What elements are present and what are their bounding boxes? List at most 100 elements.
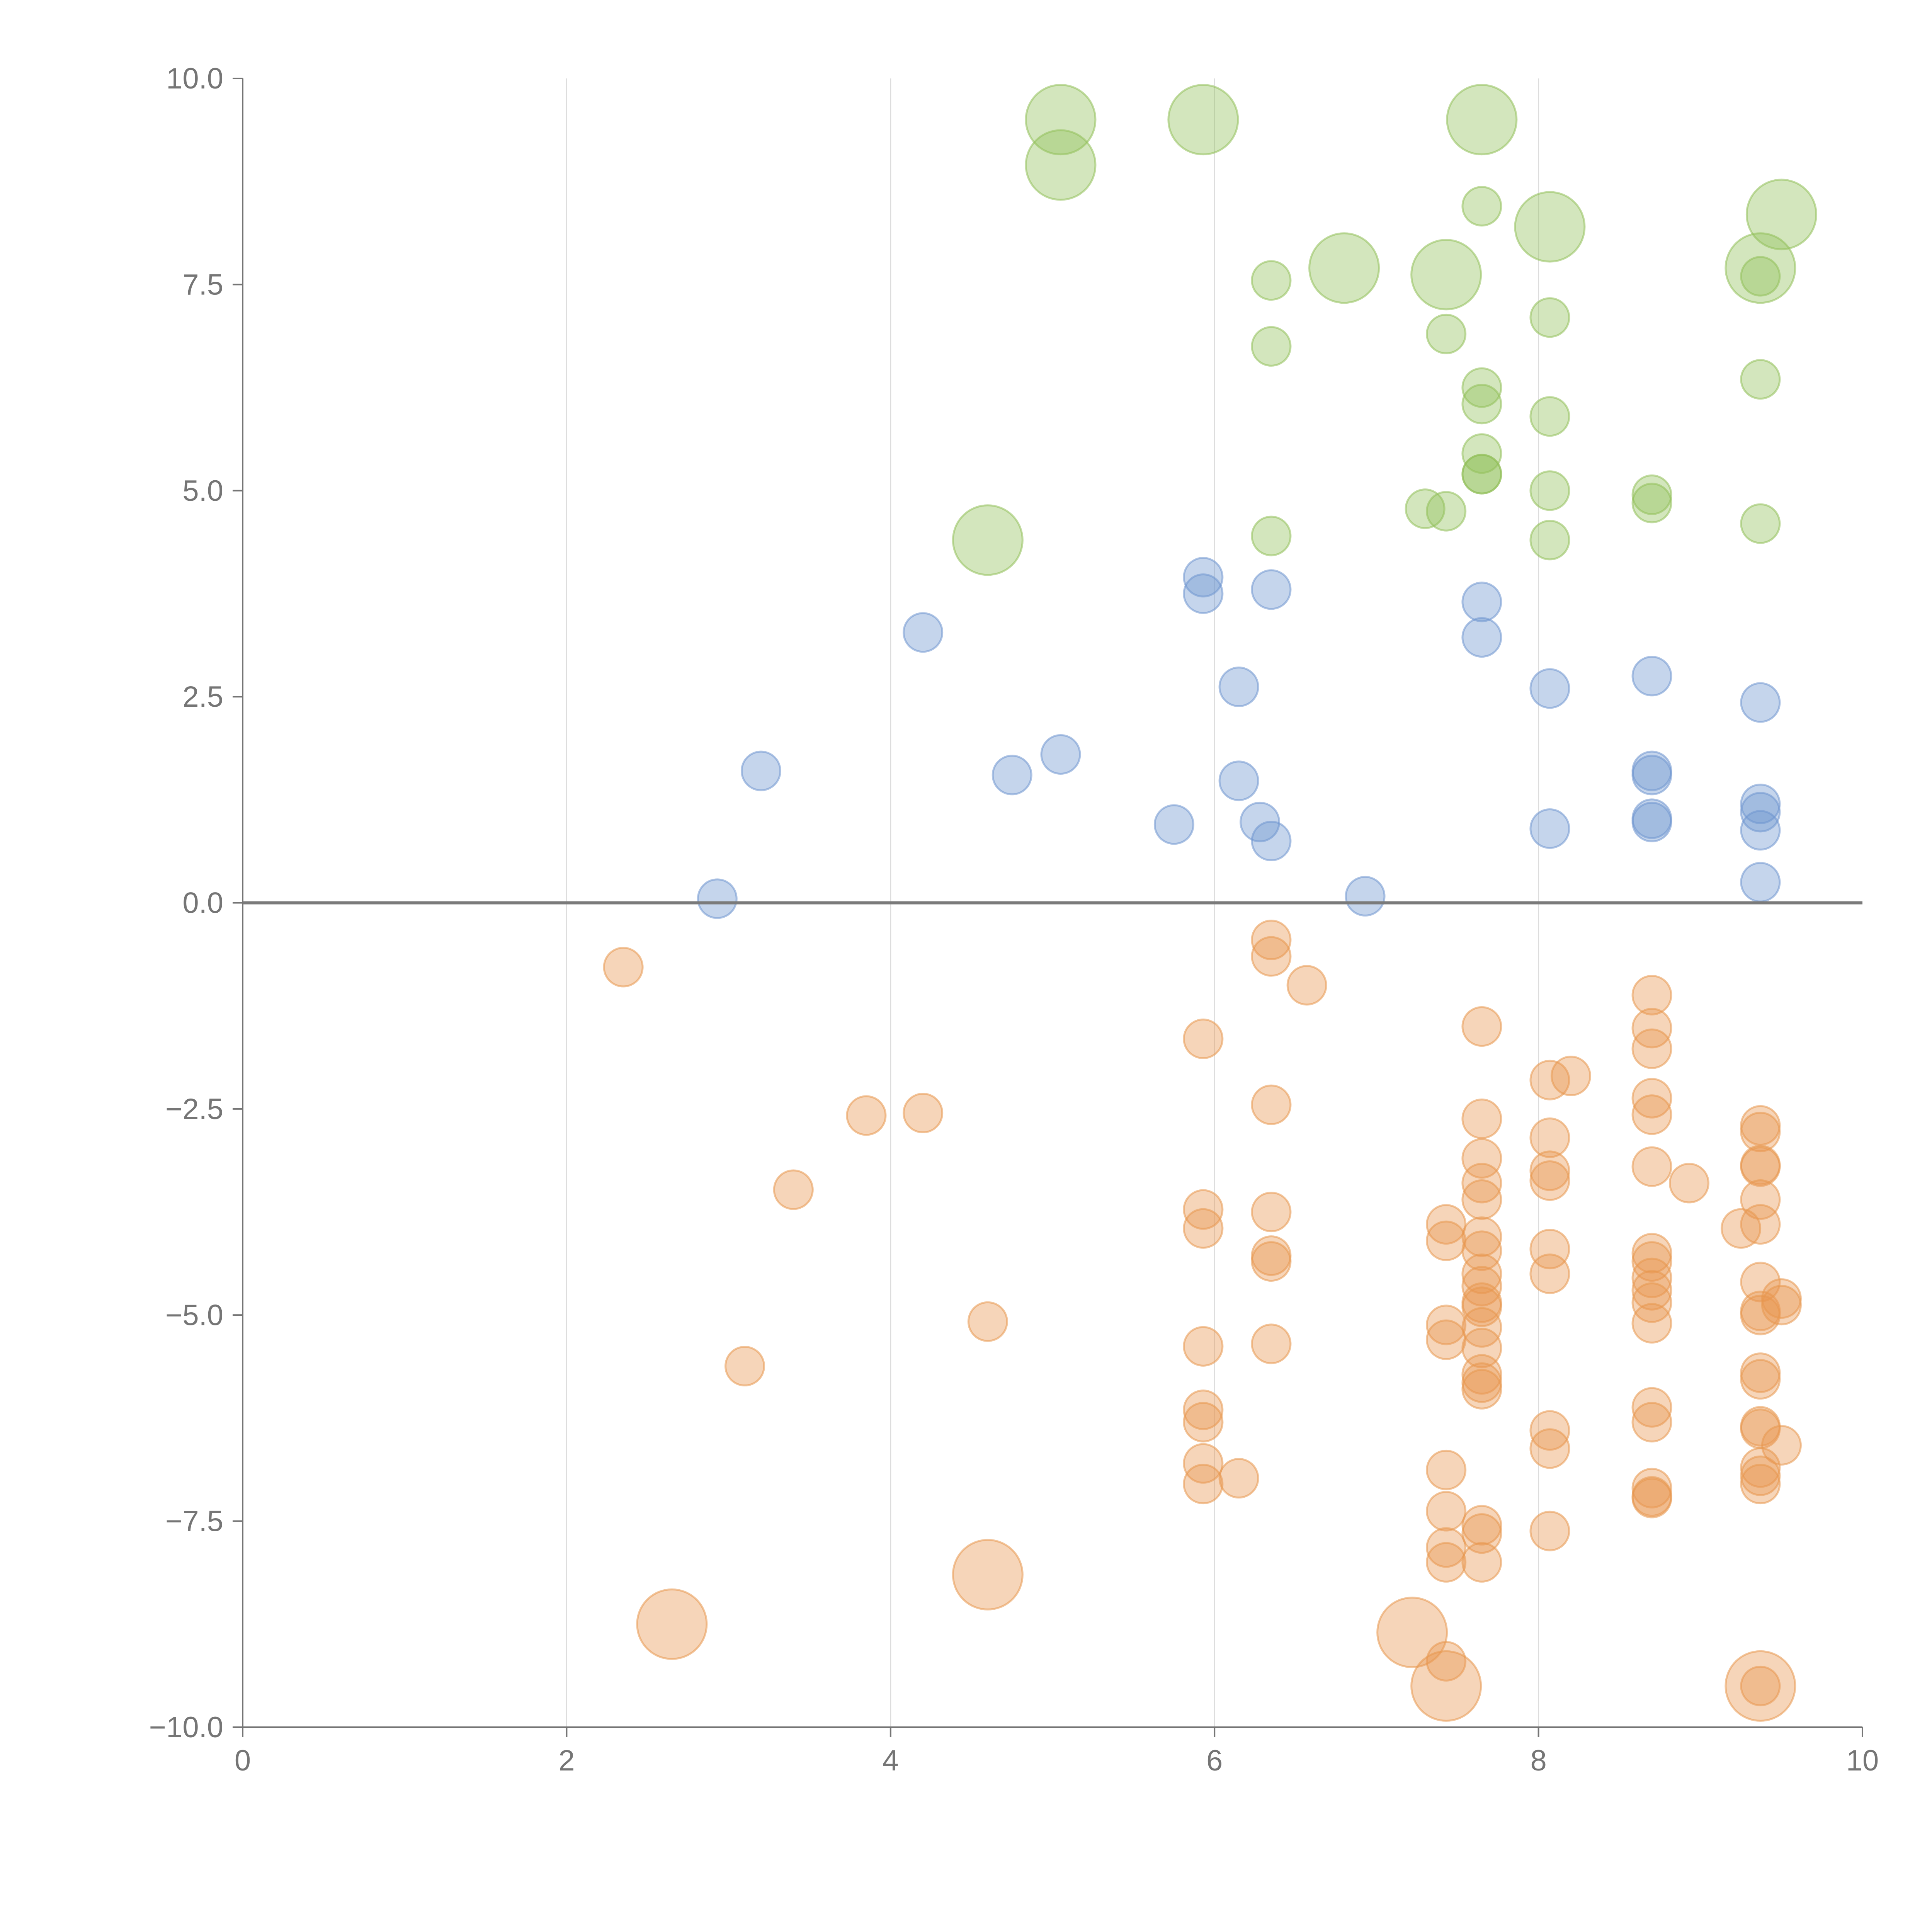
- data-point: [1725, 1650, 1796, 1722]
- data-point: [1631, 1241, 1672, 1282]
- data-point: [992, 755, 1032, 796]
- data-point: [1183, 1464, 1224, 1505]
- y-tick-label: 2.5: [182, 680, 223, 713]
- data-point: [1183, 1326, 1224, 1367]
- data-point: [1461, 1163, 1502, 1204]
- data-point: [1286, 965, 1327, 1006]
- data-point: [1461, 1138, 1502, 1179]
- data-point: [1740, 1262, 1781, 1303]
- data-point: [1183, 1402, 1224, 1443]
- data-point: [1240, 801, 1281, 842]
- data-point: [1410, 1650, 1482, 1722]
- data-point: [1740, 1146, 1781, 1187]
- data-point: [1461, 1179, 1502, 1220]
- data-point: [1426, 491, 1467, 532]
- data-point: [1740, 1665, 1781, 1706]
- data-point: [1183, 1443, 1224, 1484]
- x-tick-label: 10: [1846, 1744, 1879, 1777]
- data-point: [1218, 1458, 1259, 1499]
- data-point: [1745, 179, 1817, 250]
- data-point: [1446, 84, 1518, 156]
- data-point: [1461, 617, 1502, 658]
- data-point: [1426, 313, 1467, 354]
- data-point: [1740, 503, 1781, 544]
- data-point: [1631, 1282, 1672, 1323]
- y-tick-label: 0.0: [182, 887, 223, 920]
- y-tick-label: 7.5: [182, 268, 223, 301]
- data-point: [697, 878, 738, 919]
- data-point: [1461, 1369, 1502, 1410]
- data-point: [1529, 470, 1570, 511]
- data-point: [1740, 1179, 1781, 1220]
- data-point: [1461, 454, 1502, 495]
- data-point: [1631, 474, 1672, 515]
- data-point: [1740, 1447, 1781, 1488]
- data-point: [1529, 1410, 1570, 1451]
- data-point: [1426, 1319, 1467, 1360]
- data-point: [1668, 1163, 1709, 1204]
- data-point: [1631, 483, 1672, 524]
- data-point: [1345, 876, 1386, 917]
- data-points: [603, 84, 1817, 1722]
- data-point: [636, 1588, 708, 1660]
- data-point: [903, 1093, 944, 1134]
- y-tick-label: −2.5: [165, 1093, 223, 1126]
- data-point: [1405, 488, 1446, 529]
- data-point: [1251, 1084, 1292, 1125]
- data-point: [1529, 1510, 1570, 1551]
- data-point: [1461, 433, 1502, 474]
- y-tick-label: 5.0: [182, 474, 223, 507]
- data-point: [1721, 1208, 1762, 1249]
- data-point: [1426, 1204, 1467, 1245]
- data-point: [1040, 734, 1081, 775]
- data-point: [1251, 1241, 1292, 1282]
- data-point: [1461, 1216, 1502, 1257]
- data-point: [1740, 1294, 1781, 1335]
- data-point: [952, 504, 1024, 576]
- data-point: [1167, 84, 1239, 156]
- y-axis-ticks: 10.0 7.5 5.0 2.5 0.0 −2.5 −5.0 −7.5 −10.0: [149, 62, 243, 1744]
- data-point: [1631, 1028, 1672, 1069]
- data-point: [1461, 1253, 1502, 1294]
- data-point: [1461, 1505, 1502, 1546]
- x-tick-label: 0: [235, 1744, 251, 1777]
- data-point: [1251, 1192, 1292, 1233]
- data-point: [1631, 1233, 1672, 1274]
- data-point: [1740, 256, 1781, 297]
- data-point: [1183, 573, 1224, 614]
- data-point: [1426, 1449, 1467, 1490]
- data-point: [1461, 1354, 1502, 1395]
- data-point: [1631, 1270, 1672, 1311]
- data-point: [1461, 1098, 1502, 1139]
- data-point: [1631, 801, 1672, 842]
- data-point: [1514, 191, 1586, 263]
- data-point: [1740, 682, 1781, 723]
- data-point: [1761, 1285, 1802, 1326]
- data-point: [1631, 1008, 1672, 1049]
- data-point: [1740, 1359, 1781, 1400]
- data-point: [1251, 569, 1292, 610]
- data-point: [1461, 1307, 1502, 1348]
- data-point: [1529, 1160, 1570, 1201]
- data-point: [1183, 557, 1224, 598]
- data-point: [1461, 1266, 1502, 1307]
- y-tick-label: −10.0: [149, 1711, 223, 1744]
- data-point: [1529, 297, 1570, 338]
- x-axis-ticks: 0 2 4 6 8 10: [235, 1727, 1879, 1777]
- data-point: [1529, 1253, 1570, 1294]
- data-point: [1426, 1542, 1467, 1583]
- data-point: [1025, 84, 1097, 156]
- data-point: [1251, 260, 1292, 301]
- data-point: [603, 947, 644, 988]
- data-point: [1631, 1146, 1672, 1187]
- data-point: [1631, 1387, 1672, 1428]
- data-point: [1529, 1150, 1570, 1191]
- data-point: [1251, 936, 1292, 977]
- data-point: [1529, 1229, 1570, 1270]
- data-point: [1631, 1303, 1672, 1344]
- data-point: [1740, 810, 1781, 851]
- data-point: [1529, 1117, 1570, 1158]
- data-point: [1529, 396, 1570, 437]
- data-point: [1740, 1464, 1781, 1505]
- data-point: [773, 1169, 814, 1210]
